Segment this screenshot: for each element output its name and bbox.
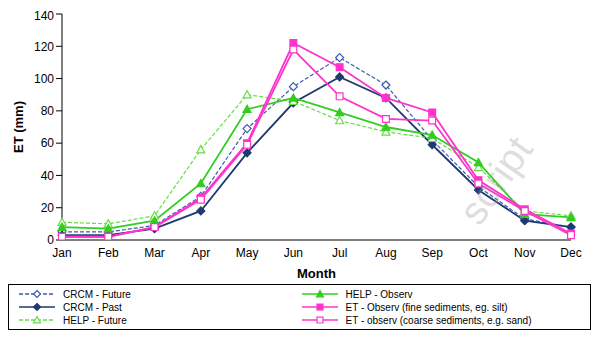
svg-text:40: 40 [41,169,55,183]
svg-text:ET (mm): ET (mm) [11,101,26,153]
svg-text:Jan: Jan [52,246,71,260]
svg-text:Feb: Feb [98,246,119,260]
svg-text:Nov: Nov [514,246,535,260]
svg-text:80: 80 [41,104,55,118]
svg-text:Mar: Mar [144,246,165,260]
html-text:script: script [449,128,541,232]
svg-text:Sep: Sep [422,246,444,260]
svg-text:Dec: Dec [560,246,581,260]
html-text:HELP - Future: HELP - Future [63,314,127,326]
html-text:CRCM - Future: CRCM - Future [63,288,131,300]
html-text:ET - observ (coarse sediments,: ET - observ (coarse sediments, e.g. sand… [345,314,532,326]
svg-text:Apr: Apr [191,246,210,260]
html-text:CRCM - Past: CRCM - Past [63,301,122,313]
html-text:HELP - Observ: HELP - Observ [345,288,413,300]
html-text:ET - Observ (fine sediments, e: ET - Observ (fine sediments, eg. silt) [345,301,508,313]
svg-text:Jul: Jul [332,246,347,260]
svg-text:140: 140 [34,9,54,23]
svg-text:100: 100 [34,72,54,86]
svg-text:Jun: Jun [284,246,303,260]
svg-text:120: 120 [34,40,54,54]
svg-text:Month: Month [297,266,336,280]
svg-text:0: 0 [47,233,54,247]
svg-text:May: May [236,246,259,260]
svg-text:Oct: Oct [469,246,488,260]
svg-text:20: 20 [41,201,55,215]
svg-text:Aug: Aug [375,246,396,260]
svg-text:60: 60 [41,136,55,150]
